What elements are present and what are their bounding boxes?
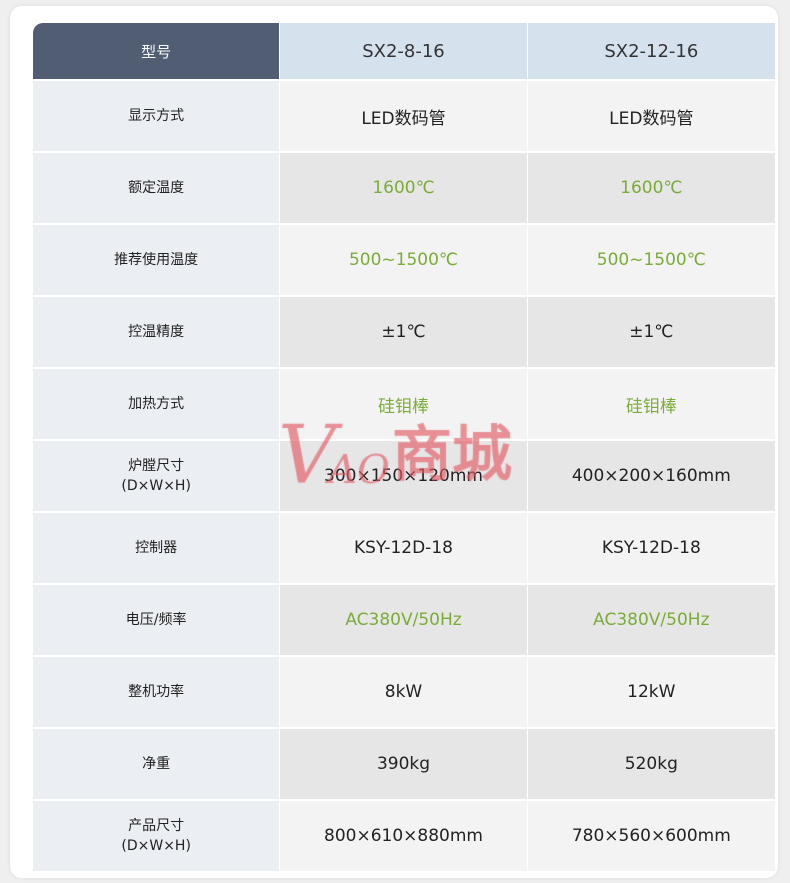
table-header-row: 型号 SX2-8-16 SX2-12-16 (33, 23, 775, 81)
row-value: 780×560×600mm (527, 801, 775, 873)
row-label: 控制器 (33, 513, 281, 585)
header-model: SX2-8-16 (280, 23, 528, 81)
row-value: 硅钼棒 (280, 369, 528, 441)
row-value: AC380V/50Hz (527, 585, 775, 657)
row-value: 400×200×160mm (527, 441, 775, 513)
table-row: 额定温度 1600℃ 1600℃ (33, 153, 775, 225)
header-model: SX2-12-16 (527, 23, 775, 81)
row-value: KSY-12D-18 (527, 513, 775, 585)
row-label: 加热方式 (33, 369, 281, 441)
row-label: 显示方式 (33, 81, 281, 153)
table-row: 净重 390kg 520kg (33, 729, 775, 801)
row-value: LED数码管 (280, 81, 528, 153)
row-label: 炉膛尺寸 (D×W×H) (33, 441, 281, 513)
table-row: 炉膛尺寸 (D×W×H) 300×150×120mm 400×200×160mm (33, 441, 775, 513)
row-label: 净重 (33, 729, 281, 801)
row-value: 800×610×880mm (280, 801, 528, 873)
row-value: ±1℃ (280, 297, 528, 369)
row-label: 控温精度 (33, 297, 281, 369)
table-row: 产品尺寸 (D×W×H) 800×610×880mm 780×560×600mm (33, 801, 775, 873)
table-row: 推荐使用温度 500~1500℃ 500~1500℃ (33, 225, 775, 297)
row-value: 390kg (280, 729, 528, 801)
table-row: 控温精度 ±1℃ ±1℃ (33, 297, 775, 369)
row-value: 8kW (280, 657, 528, 729)
spec-card: 型号 SX2-8-16 SX2-12-16 显示方式 LED数码管 LED数码管 额定… (10, 6, 778, 878)
table-row: 电压/频率 AC380V/50Hz AC380V/50Hz (33, 585, 775, 657)
row-label: 额定温度 (33, 153, 281, 225)
row-value: ±1℃ (527, 297, 775, 369)
header-label: 型号 (33, 23, 281, 81)
row-value: 12kW (527, 657, 775, 729)
table-row: 显示方式 LED数码管 LED数码管 (33, 81, 775, 153)
row-value: KSY-12D-18 (280, 513, 528, 585)
row-value: AC380V/50Hz (280, 585, 528, 657)
row-value: 520kg (527, 729, 775, 801)
row-label: 推荐使用温度 (33, 225, 281, 297)
row-value: 1600℃ (527, 153, 775, 225)
spec-table: 型号 SX2-8-16 SX2-12-16 显示方式 LED数码管 LED数码管 额定… (33, 23, 775, 873)
row-value: 1600℃ (280, 153, 528, 225)
row-value: 300×150×120mm (280, 441, 528, 513)
table-row: 控制器 KSY-12D-18 KSY-12D-18 (33, 513, 775, 585)
row-label: 整机功率 (33, 657, 281, 729)
row-value: LED数码管 (527, 81, 775, 153)
table-row: 整机功率 8kW 12kW (33, 657, 775, 729)
row-value: 500~1500℃ (280, 225, 528, 297)
row-label: 电压/频率 (33, 585, 281, 657)
row-value: 500~1500℃ (527, 225, 775, 297)
row-value: 硅钼棒 (527, 369, 775, 441)
table-row: 加热方式 硅钼棒 硅钼棒 (33, 369, 775, 441)
row-label: 产品尺寸 (D×W×H) (33, 801, 281, 873)
